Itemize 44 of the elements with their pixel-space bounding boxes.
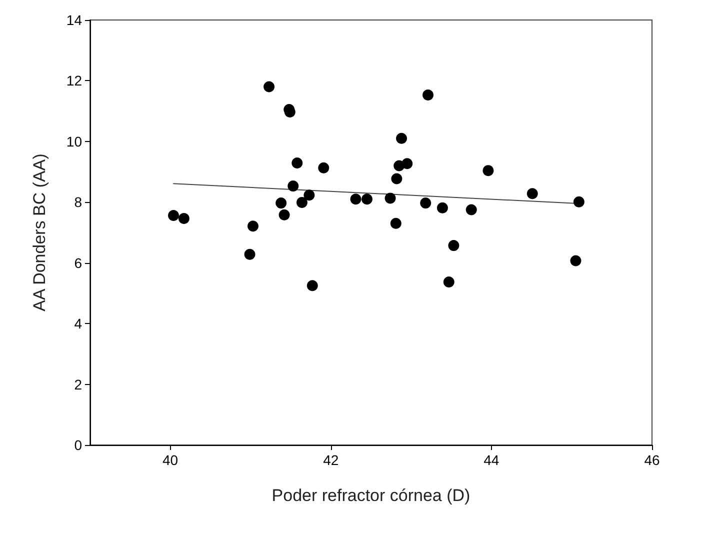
y-tick-label: 8 bbox=[74, 194, 82, 210]
y-tick-label: 0 bbox=[74, 437, 82, 453]
point bbox=[420, 198, 432, 209]
point bbox=[443, 276, 454, 288]
y-tick-label: 14 bbox=[66, 12, 82, 28]
point bbox=[402, 158, 413, 170]
point bbox=[390, 218, 402, 229]
point bbox=[178, 213, 190, 224]
point bbox=[247, 220, 258, 232]
point bbox=[391, 173, 402, 184]
y-tick-label: 4 bbox=[74, 316, 82, 332]
x-tick-label: 40 bbox=[162, 452, 178, 468]
point bbox=[168, 210, 179, 221]
point bbox=[304, 190, 315, 201]
point bbox=[482, 165, 494, 176]
point bbox=[436, 202, 448, 214]
point bbox=[306, 280, 318, 292]
y-tick-label: 12 bbox=[66, 72, 82, 89]
point bbox=[466, 204, 477, 216]
x-tick-label: 44 bbox=[484, 452, 500, 468]
point bbox=[264, 81, 275, 92]
point bbox=[361, 194, 372, 205]
point bbox=[396, 132, 408, 144]
point bbox=[573, 196, 584, 208]
point bbox=[288, 180, 299, 192]
point bbox=[526, 188, 538, 200]
x-axis-title: Poder refractor córnea (D) bbox=[272, 486, 470, 505]
y-tick-label: 2 bbox=[74, 376, 82, 392]
point bbox=[318, 162, 330, 174]
y-axis-title: AA Donders BC (AA) bbox=[30, 154, 49, 312]
x-tick-label: 42 bbox=[323, 452, 339, 468]
x-tick-label: 46 bbox=[644, 452, 660, 468]
point bbox=[422, 89, 434, 100]
point bbox=[292, 157, 303, 168]
point bbox=[350, 194, 362, 205]
point bbox=[278, 209, 290, 220]
point bbox=[276, 198, 287, 209]
y-tick-label: 10 bbox=[66, 133, 82, 150]
y-tick-label: 6 bbox=[74, 254, 82, 271]
point bbox=[448, 240, 460, 252]
point bbox=[570, 255, 582, 266]
point bbox=[244, 248, 256, 260]
point bbox=[296, 196, 308, 208]
point bbox=[384, 192, 396, 204]
